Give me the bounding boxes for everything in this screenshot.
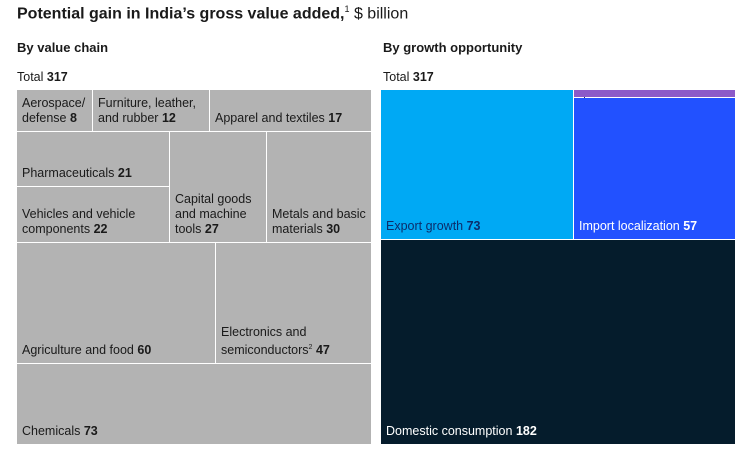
cell-value: 17 bbox=[328, 111, 343, 125]
growth-opportunity-cell-domestic-consumption: Domestic consumption 182 bbox=[381, 240, 736, 445]
value-chain-cell-aerospace-defense: Aerospace/ defense 8 bbox=[17, 90, 93, 132]
growth-opportunity-total: Total 317 bbox=[383, 70, 434, 84]
value-chain-total-label: Total bbox=[17, 70, 44, 84]
value-chain-cell-furniture-leather-and-rubber: Furniture, leather, and rubber 12 bbox=[93, 90, 210, 132]
cell-name: Import localization bbox=[579, 219, 680, 233]
value-chain-subtitle: By value chain bbox=[17, 40, 109, 55]
cell-name: Metals and basic materials bbox=[272, 207, 366, 236]
cell-value: 57 bbox=[683, 219, 698, 233]
cell-value: 47 bbox=[315, 343, 330, 357]
cell-value: 182 bbox=[515, 424, 537, 438]
cell-value: 60 bbox=[137, 343, 152, 357]
growth-opportunity-cell-contract-manufacturing bbox=[574, 90, 736, 98]
value-chain-treemap: Aerospace/ defense 8 Furniture, leather, … bbox=[17, 90, 372, 445]
cell-label: Vehicles and vehicle components 22 bbox=[22, 207, 165, 237]
cell-value: 73 bbox=[83, 424, 98, 438]
growth-opportunity-subtitle: By growth opportunity bbox=[383, 40, 523, 55]
cell-name: Export growth bbox=[386, 219, 464, 233]
cell-value: 30 bbox=[326, 222, 341, 236]
value-chain-cell-electronics-and-semiconductors: Electronics and semiconductors2 47 bbox=[216, 243, 372, 364]
cell-name: Apparel and textiles bbox=[215, 111, 325, 125]
cell-label: Pharmaceuticals 21 bbox=[22, 166, 165, 181]
growth-opportunity-cell-import-localization: Import localization 57 bbox=[574, 98, 736, 240]
cell-name: Agriculture and food bbox=[22, 343, 134, 357]
cell-value: 8 bbox=[69, 111, 77, 125]
growth-opportunity-total-label: Total bbox=[383, 70, 410, 84]
cell-value: 21 bbox=[117, 166, 132, 180]
chart-title: Potential gain in India’s gross value ad… bbox=[17, 4, 408, 23]
cell-name: Pharmaceuticals bbox=[22, 166, 115, 180]
cell-value: 22 bbox=[93, 222, 108, 236]
cell-label: Aerospace/ defense 8 bbox=[22, 96, 92, 126]
cell-value: 73 bbox=[466, 219, 481, 233]
cell-value: 27 bbox=[204, 222, 219, 236]
cell-value: 12 bbox=[161, 111, 176, 125]
value-chain-cell-pharmaceuticals: Pharmaceuticals 21 bbox=[17, 132, 170, 187]
cell-label: Furniture, leather, and rubber 12 bbox=[98, 96, 208, 126]
value-chain-total-value: 317 bbox=[46, 70, 68, 84]
cell-name: Capital goods and machine tools bbox=[175, 192, 252, 236]
cell-name: Chemicals bbox=[22, 424, 81, 438]
cell-label: Chemicals 73 bbox=[22, 424, 367, 439]
cell-name: Aerospace/ defense bbox=[22, 96, 86, 125]
growth-opportunity-total-value: 317 bbox=[412, 70, 434, 84]
chart-title-unit: $ billion bbox=[353, 5, 409, 23]
cell-label: Electronics and semiconductors2 47 bbox=[221, 325, 351, 358]
cell-name: Vehicles and vehicle components bbox=[22, 207, 136, 236]
cell-label: Metals and basic materials 30 bbox=[272, 207, 367, 237]
value-chain-cell-capital-goods-and-machine-tools: Capital goods and machine tools 27 bbox=[170, 132, 267, 243]
chart-title-footnote: 1 bbox=[344, 4, 350, 14]
growth-opportunity-treemap: Export growth 73Contract manufacturing 4… bbox=[381, 90, 736, 445]
value-chain-cell-apparel-and-textiles: Apparel and textiles 17 bbox=[210, 90, 372, 132]
value-chain-cell-chemicals: Chemicals 73 bbox=[17, 364, 372, 445]
value-chain-cell-agriculture-and-food: Agriculture and food 60 bbox=[17, 243, 216, 364]
cell-name: Furniture, leather, and rubber bbox=[98, 96, 196, 125]
chart-title-main: Potential gain in India’s gross value ad… bbox=[17, 5, 345, 23]
cell-label: Agriculture and food 60 bbox=[22, 343, 211, 358]
cell-label: Import localization 57 bbox=[579, 219, 731, 234]
cell-footnote: 2 bbox=[308, 343, 313, 351]
cell-label: Capital goods and machine tools 27 bbox=[175, 192, 263, 237]
cell-name: Electronics and semiconductors bbox=[221, 324, 309, 357]
cell-label: Domestic consumption 182 bbox=[386, 424, 731, 439]
growth-opportunity-cell-export-growth: Export growth 73 bbox=[381, 90, 574, 240]
cell-label: Apparel and textiles 17 bbox=[215, 111, 367, 126]
cell-label: Export growth 73 bbox=[386, 219, 569, 234]
value-chain-cell-vehicles-and-vehicle-components: Vehicles and vehicle components 22 bbox=[17, 187, 170, 243]
value-chain-cell-metals-and-basic-materials: Metals and basic materials 30 bbox=[267, 132, 372, 243]
cell-name: Domestic consumption bbox=[386, 424, 513, 438]
value-chain-total: Total 317 bbox=[17, 70, 68, 84]
